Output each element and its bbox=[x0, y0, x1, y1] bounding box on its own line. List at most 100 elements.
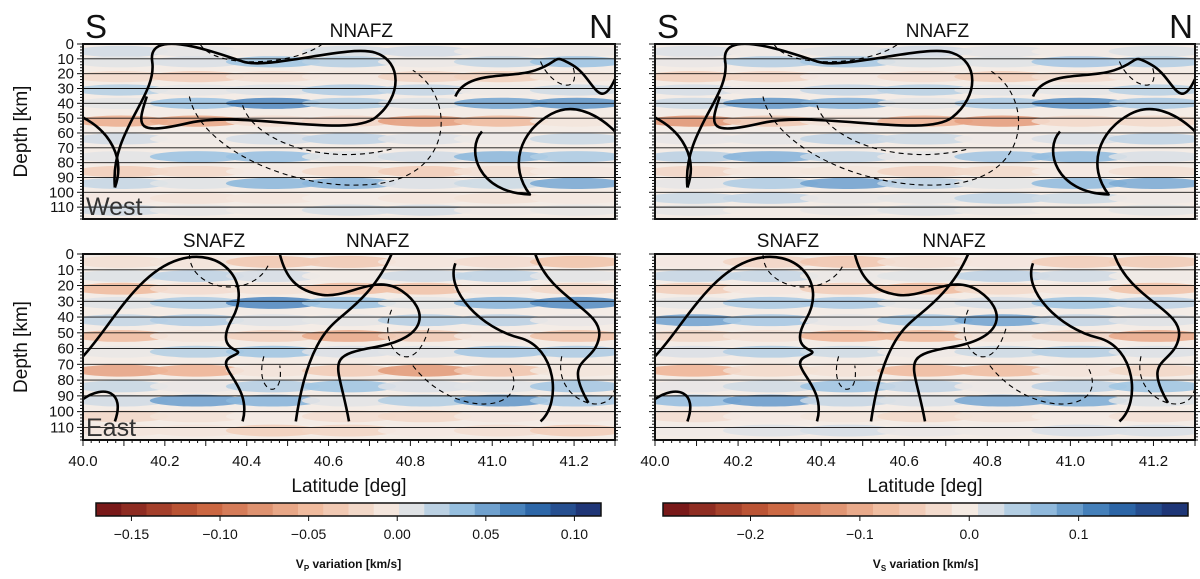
contour-solid bbox=[853, 254, 998, 422]
anomaly-band bbox=[83, 255, 169, 268]
anomaly-band bbox=[800, 255, 896, 268]
anomaly-band bbox=[225, 380, 321, 393]
ytick-label: 90 bbox=[57, 388, 74, 405]
anomaly-band bbox=[529, 330, 615, 342]
ytick-label: 100 bbox=[49, 184, 74, 201]
colorbar-cell bbox=[399, 503, 425, 516]
anomaly-band bbox=[800, 296, 896, 309]
anomaly-band bbox=[1108, 410, 1195, 423]
anomaly-band bbox=[529, 255, 615, 268]
anomaly-band bbox=[149, 151, 245, 163]
anomaly-band bbox=[1031, 84, 1128, 96]
anomaly-band bbox=[529, 165, 615, 178]
anomaly-band bbox=[722, 270, 819, 283]
anomaly-band bbox=[225, 270, 321, 283]
anomaly-band bbox=[1108, 84, 1195, 96]
contour-dashed bbox=[261, 356, 281, 390]
anomaly-band bbox=[877, 364, 973, 377]
anomaly-band bbox=[377, 133, 473, 145]
contour-dashed bbox=[412, 365, 515, 405]
colorbar-cell bbox=[272, 503, 299, 516]
anomaly-band bbox=[1108, 177, 1195, 190]
contour-solid bbox=[655, 390, 692, 422]
anomaly-band bbox=[529, 177, 615, 190]
colorbar-tick-label: −0.1 bbox=[846, 526, 874, 542]
anomaly-band bbox=[1031, 410, 1128, 423]
anomaly-band bbox=[954, 296, 1050, 309]
anomaly-band bbox=[377, 151, 473, 163]
anomaly-band bbox=[377, 45, 473, 58]
anomaly-band bbox=[83, 394, 169, 407]
colorbar-cell bbox=[575, 503, 602, 516]
anomaly-band bbox=[1031, 45, 1128, 58]
anomaly-band bbox=[149, 192, 245, 204]
colorbar-label: VP variation [km/s] bbox=[296, 557, 401, 573]
colorbar-cell bbox=[663, 503, 690, 516]
anomaly-band bbox=[1108, 314, 1195, 327]
colorbar-cell bbox=[348, 503, 375, 516]
colorbar-cell bbox=[222, 503, 248, 516]
anomaly-band bbox=[1108, 424, 1195, 437]
colorbar-cell bbox=[1004, 503, 1031, 516]
anomaly-band bbox=[954, 84, 1050, 96]
colorbar-vs: −0.2 −0.1 0.0 0.1 VS variation [km/s] bbox=[662, 502, 1189, 573]
north-label: N bbox=[1169, 8, 1193, 45]
x-ticks bbox=[82, 440, 616, 446]
anomaly-band bbox=[149, 270, 245, 283]
anomaly-band bbox=[453, 255, 549, 268]
anomaly-band bbox=[1108, 133, 1195, 145]
anomaly-band bbox=[655, 151, 742, 163]
anomaly-band bbox=[1108, 380, 1195, 393]
anomaly-band bbox=[954, 192, 1050, 204]
anomaly-band bbox=[225, 165, 321, 178]
xtick-label: 40.2 bbox=[150, 453, 179, 470]
anomaly-band bbox=[377, 270, 473, 283]
anomaly-band bbox=[800, 380, 896, 393]
anomaly-band bbox=[377, 394, 473, 407]
anomaly-band bbox=[1108, 364, 1195, 377]
ytick-label: 0 bbox=[66, 36, 74, 53]
anomaly-band bbox=[800, 177, 896, 190]
colorbar-frame bbox=[95, 502, 602, 517]
colorbar-cell bbox=[373, 503, 400, 516]
anomaly-band bbox=[954, 45, 1050, 58]
contour-dashed bbox=[963, 309, 1007, 358]
anomaly-band bbox=[722, 192, 819, 204]
ytick-label: 110 bbox=[50, 199, 74, 216]
contour-dashed bbox=[387, 309, 430, 358]
anomaly-band bbox=[722, 380, 819, 393]
anomaly-band bbox=[377, 177, 473, 190]
anomaly-band bbox=[800, 165, 896, 178]
anomaly-band bbox=[225, 296, 321, 309]
colorbar-cell bbox=[873, 503, 900, 516]
colorbar-tick-label: −0.15 bbox=[114, 526, 150, 542]
contour-dashed bbox=[762, 254, 845, 288]
anomaly-band bbox=[800, 133, 896, 145]
y-axis-label: Depth [km] bbox=[11, 301, 32, 393]
colorbar-label-sub: S bbox=[881, 564, 887, 573]
colorbar-tick-label: 0.10 bbox=[561, 526, 588, 542]
edge-ticks bbox=[77, 43, 621, 220]
anomaly-band bbox=[722, 165, 819, 178]
anomaly-band bbox=[453, 165, 549, 178]
anomaly-band bbox=[655, 394, 742, 407]
anomaly-band bbox=[529, 296, 615, 309]
anomaly-band bbox=[149, 394, 245, 407]
north-label: N bbox=[589, 8, 613, 45]
anomaly-band bbox=[877, 165, 973, 178]
anomaly-band bbox=[149, 410, 245, 423]
xtick-label: 40.4 bbox=[232, 453, 261, 470]
contour-solid bbox=[1051, 107, 1195, 196]
colorbar-cell bbox=[846, 503, 874, 516]
contour-dashed bbox=[762, 69, 1020, 186]
anomaly-band bbox=[301, 133, 397, 145]
anomaly-band bbox=[877, 151, 973, 163]
ytick-label: 30 bbox=[57, 80, 74, 97]
colorbar-cell bbox=[794, 503, 821, 516]
anomaly-band bbox=[954, 364, 1050, 377]
region-label: West bbox=[86, 193, 143, 221]
anomaly-band bbox=[225, 151, 321, 163]
anomaly-band bbox=[301, 394, 397, 407]
anomaly-band bbox=[1108, 296, 1195, 309]
colorbar-cell bbox=[474, 503, 501, 516]
